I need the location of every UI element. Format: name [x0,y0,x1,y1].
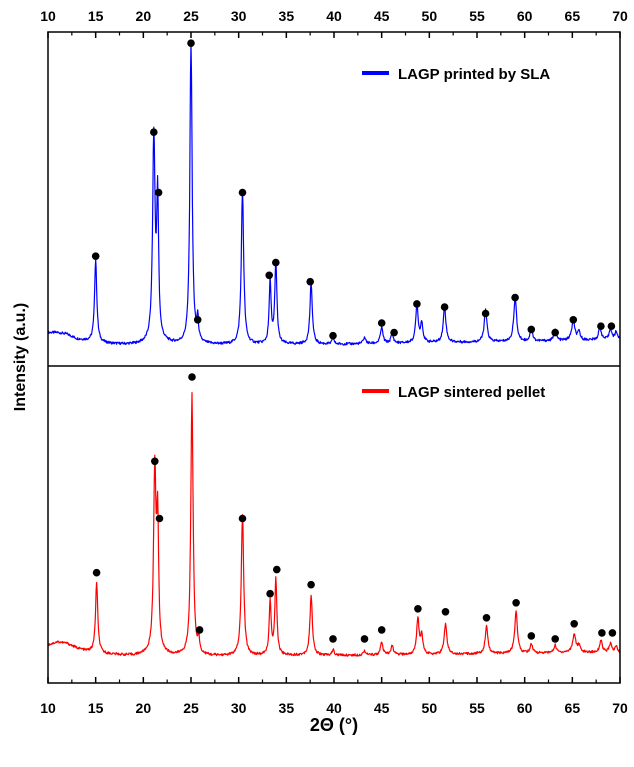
peak-marker [360,635,369,643]
x-tick-label: 40 [326,8,342,24]
x-tick-label: 65 [565,700,581,716]
x-tick-label: 30 [231,700,247,716]
x-tick-label: 55 [469,8,485,24]
x-tick-label: 30 [231,8,247,24]
x-tick-label: 25 [183,700,199,716]
peak-marker [414,605,422,613]
peak-marker [481,309,490,318]
peak-marker [238,188,247,197]
peak-marker [195,626,204,634]
series-line-lagp-printed-by-sla [47,41,621,346]
top-peak-markers [91,39,616,340]
peak-marker [377,626,386,634]
x-tick-label: 15 [88,700,104,716]
peak-marker [306,277,315,286]
peak-marker [187,39,195,47]
peak-marker [154,188,163,197]
peak-marker [272,258,280,267]
peak-marker [91,252,100,260]
peak-marker [512,599,520,607]
peak-marker [551,635,559,643]
peak-marker [551,328,559,337]
x-axis-label: 2Θ (°) [310,715,358,735]
peak-marker [193,316,202,324]
peak-marker [597,322,605,331]
x-tick-label: 70 [612,700,628,716]
x-tick-label: 60 [517,8,533,24]
bottom-panel: LAGP sintered pellet [47,373,621,657]
peak-marker [441,608,450,616]
peak-marker [390,328,398,337]
peak-marker [377,319,386,327]
peak-marker [151,457,159,466]
peak-marker [188,373,196,381]
peak-marker [273,565,281,574]
peak-marker [155,514,164,523]
peak-marker [608,629,617,637]
x-tick-label: 45 [374,700,390,716]
x-tick-label: 50 [422,700,438,716]
peak-marker [527,632,536,640]
peak-marker [607,322,616,331]
x-tick-label: 70 [612,8,628,24]
peak-marker [440,303,449,311]
peak-marker [307,580,315,589]
peak-marker [238,514,247,523]
peak-marker [266,589,274,598]
x-tick-label: 25 [183,8,199,24]
series-line-lagp-sintered-pellet [47,392,621,657]
peak-marker [598,629,606,637]
x-tick-label: 10 [40,700,56,716]
bottom-legend: LAGP sintered pellet [362,384,545,401]
x-tick-label: 15 [88,8,104,24]
top-legend: LAGP printed by SLA [362,66,550,83]
peak-marker [569,316,578,324]
peak-marker [413,300,421,308]
peak-marker [265,271,274,280]
x-tick-label: 60 [517,700,533,716]
top-legend-label: LAGP printed by SLA [398,66,550,83]
x-tick-label: 55 [469,700,485,716]
x-tick-label: 50 [422,8,438,24]
x-tick-label: 20 [136,700,152,716]
bottom-legend-label: LAGP sintered pellet [398,384,545,401]
x-tick-label: 40 [326,700,342,716]
peak-marker [527,325,536,334]
peak-marker [150,128,158,136]
x-tick-label: 65 [565,8,581,24]
peak-marker [482,614,491,622]
x-tick-label: 20 [136,8,152,24]
peak-marker [329,331,337,340]
top-panel: LAGP printed by SLA [47,39,621,346]
peak-marker [511,293,519,302]
bottom-peak-markers [92,373,617,643]
peak-marker [92,568,101,577]
x-tick-label: 35 [279,8,295,24]
peak-marker [329,635,337,643]
x-tick-label: 45 [374,8,390,24]
plot-frame [47,31,621,684]
x-tick-label: 35 [279,700,295,716]
y-axis-label: Intensity (a.u.) [12,303,29,411]
x-tick-label: 10 [40,8,56,24]
x-ticks-bottom: 10 15 20 25 30 35 40 45 50 55 60 65 70 [40,677,628,716]
peak-marker [570,620,578,628]
